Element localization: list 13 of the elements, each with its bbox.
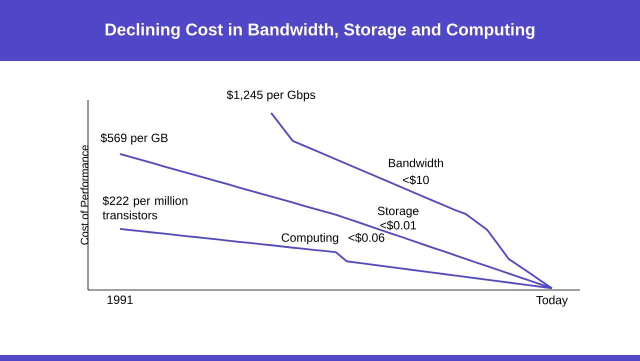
- series-label: Bandwidth: [388, 158, 443, 168]
- annotation: <$0.06: [348, 232, 384, 243]
- annotation: <$0.01: [380, 220, 416, 230]
- text: $1,245 per Gbps: [226, 90, 316, 102]
- y-axis-title: Cost of Performance: [80, 145, 88, 245]
- annotation: <$10: [402, 175, 429, 185]
- x-tick-label: 1991: [108, 296, 133, 304]
- series-label: Storage: [378, 206, 419, 218]
- annotation: $569 per GB: [100, 133, 168, 144]
- x-tick-label: Today: [536, 296, 568, 307]
- annotation: $222 per million transistors: [102, 196, 188, 220]
- chart-title: Declining Cost in Bandwidth, Storage and Computing: [106, 23, 534, 39]
- series-label: Computing: [282, 233, 338, 244]
